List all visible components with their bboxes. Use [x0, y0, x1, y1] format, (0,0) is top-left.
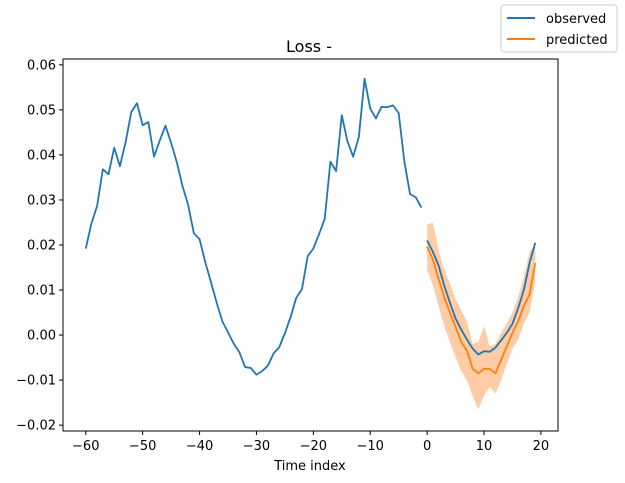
y-tick-label: 0.03 [27, 193, 56, 208]
x-tick-label: 10 [476, 439, 493, 454]
y-tick-label: −0.02 [16, 419, 56, 434]
y-tick-label: 0.06 [27, 58, 56, 73]
y-tick-label: −0.01 [16, 374, 56, 389]
y-tick-label: 0.00 [27, 329, 56, 344]
x-axis-ticks: −60 −50 −40 −30 −20 −10 0 10 20 [72, 431, 549, 454]
x-tick-label: −60 [72, 439, 99, 454]
legend-label-observed: observed [546, 12, 606, 27]
series-lines-layer [84, 77, 537, 376]
x-tick-label: −40 [186, 439, 213, 454]
x-tick-label: −50 [129, 439, 156, 454]
y-axis-ticks: −0.02 −0.01 0.00 0.01 0.02 0.03 0.04 0.05 0.06 [16, 58, 63, 434]
predicted-line [426, 246, 537, 375]
x-tick-label: −30 [243, 439, 270, 454]
y-tick-label: 0.05 [27, 103, 56, 118]
legend-label-predicted: predicted [546, 33, 608, 48]
observed-line-segment-1 [84, 77, 423, 376]
y-tick-label: 0.04 [27, 148, 56, 163]
observed-line-segment-2 [426, 240, 537, 356]
legend-box [500, 4, 618, 53]
legend: observed predicted [500, 4, 618, 53]
x-tick-label: 0 [423, 439, 431, 454]
y-tick-label: 0.01 [27, 284, 56, 299]
chart-title: Loss - [286, 37, 332, 56]
x-axis-label: Time index [273, 459, 346, 474]
x-tick-label: −10 [357, 439, 384, 454]
x-tick-label: −20 [300, 439, 327, 454]
x-tick-label: 20 [533, 439, 550, 454]
y-tick-label: 0.02 [27, 239, 56, 254]
